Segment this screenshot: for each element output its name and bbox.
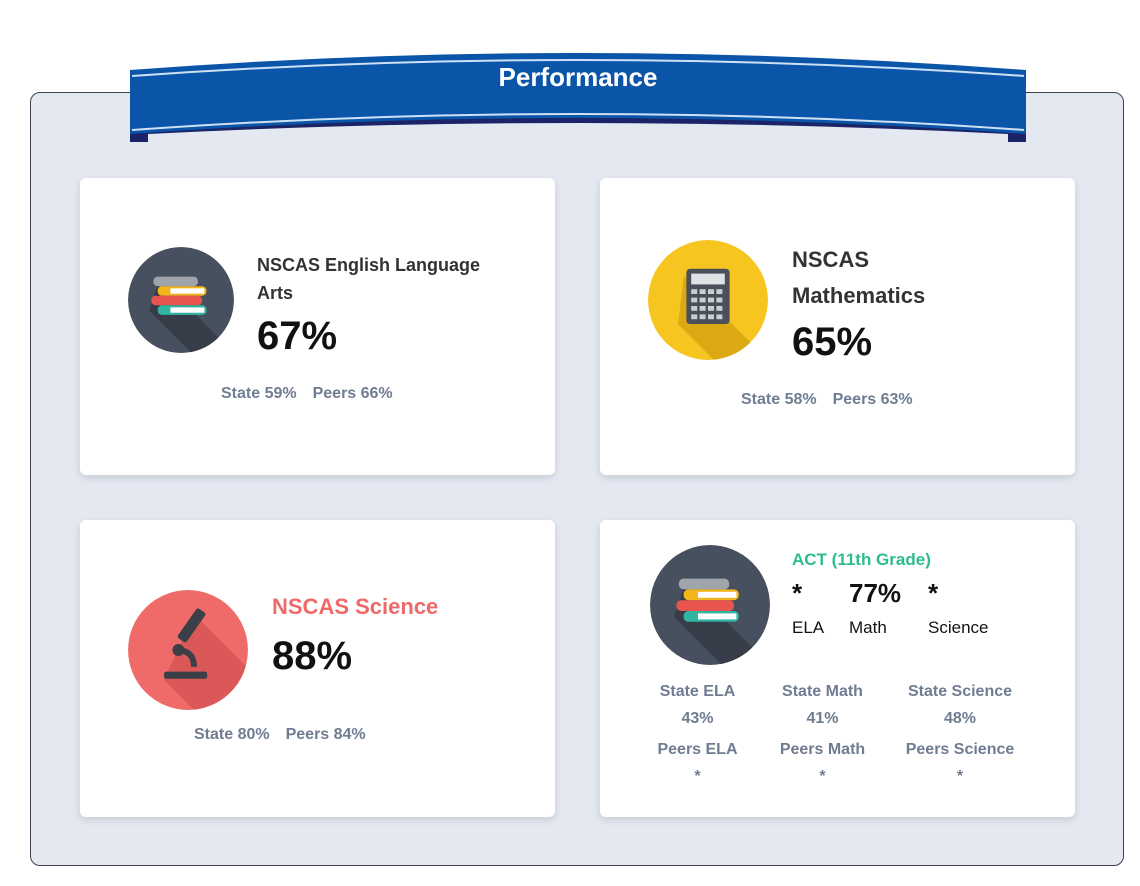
microscope-icon xyxy=(128,590,248,710)
score-value: 67% xyxy=(257,314,338,358)
peers-math-value: * xyxy=(819,768,826,785)
state-comparison: State 80% xyxy=(194,726,270,743)
card-nscas-ela: NSCAS English Language Arts 67% State 59… xyxy=(80,178,555,475)
calculator-icon xyxy=(648,240,768,360)
state-comparison: State 58% xyxy=(741,391,817,408)
state-science-value: 48% xyxy=(943,710,977,727)
act-comparison-grid: State ELA State Math State Science 43% 4… xyxy=(635,678,1035,790)
act-math-label: Math xyxy=(849,618,887,637)
act-science-score: * xyxy=(928,578,939,608)
score-value: 65% xyxy=(792,320,873,364)
card-title-line2: Mathematics xyxy=(792,283,926,308)
peers-science-label: Peers Science xyxy=(905,741,1015,758)
act-science-label: Science xyxy=(928,618,989,637)
act-math-score: 77% xyxy=(849,578,902,608)
peers-comparison: Peers 63% xyxy=(832,391,913,408)
card-title-line2: Arts xyxy=(257,283,294,303)
card-title-line1: NSCAS xyxy=(792,247,870,272)
books-icon xyxy=(650,545,770,665)
peers-ela-value: * xyxy=(694,768,701,785)
peers-science-value: * xyxy=(956,768,964,785)
card-nscas-math: NSCAS Mathematics 65% State 58% Peers 63% xyxy=(600,178,1075,475)
banner-ribbon xyxy=(130,53,1026,142)
peers-comparison: Peers 84% xyxy=(285,726,366,743)
page-title: Performance xyxy=(498,62,658,92)
act-ela-score: * xyxy=(792,578,803,608)
score-value: 88% xyxy=(272,634,353,678)
peers-math-label: Peers Math xyxy=(779,741,866,758)
card-title: NSCAS Science xyxy=(272,594,439,619)
state-ela-value: 43% xyxy=(681,710,714,727)
act-ela-label: ELA xyxy=(792,618,825,637)
peers-ela-label: Peers ELA xyxy=(657,741,738,758)
peers-comparison: Peers 66% xyxy=(312,385,393,402)
card-title-line1: NSCAS English Language xyxy=(257,255,481,275)
card-act: ACT (11th Grade) * 77% * ELA Math Scienc… xyxy=(600,520,1075,817)
state-ela-label: State ELA xyxy=(659,683,736,700)
state-science-label: State Science xyxy=(907,683,1013,700)
state-comparison: State 59% xyxy=(221,385,297,402)
books-icon xyxy=(128,247,234,353)
state-math-value: 41% xyxy=(806,710,839,727)
card-nscas-science: NSCAS Science 88% State 80% Peers 84% xyxy=(80,520,555,817)
card-title: ACT (11th Grade) xyxy=(792,550,931,569)
state-math-label: State Math xyxy=(782,683,863,700)
